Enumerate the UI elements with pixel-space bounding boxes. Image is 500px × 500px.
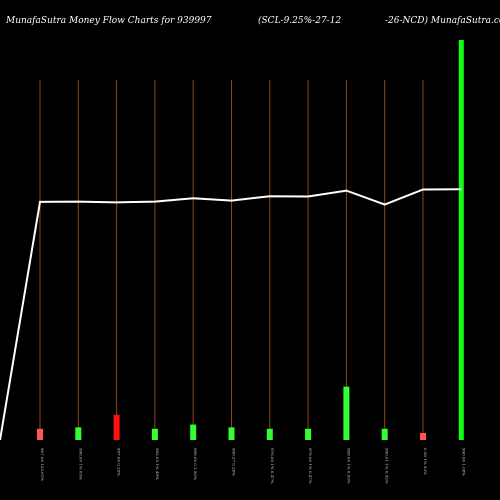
volume-bar bbox=[305, 428, 312, 440]
volume-bar bbox=[113, 414, 120, 440]
x-tick-label: 990.00 1.08% bbox=[461, 448, 466, 476]
x-tick-labels: 967.00 103.61% 998.00 1% 05% 997.00 0.25% 9… bbox=[40, 448, 466, 484]
volume-bar bbox=[420, 432, 426, 440]
x-tick-label: 998.00 0.1.90% bbox=[193, 448, 198, 480]
volume-bar bbox=[75, 427, 82, 440]
price-line-layer bbox=[0, 188, 462, 441]
chart-title-mid: (SCL-9.25%-27-12 bbox=[258, 15, 341, 26]
x-tick-label: 967.00 103.61% bbox=[40, 448, 45, 481]
price-line bbox=[0, 188, 462, 441]
x-tick-label: 996.27 0.26% bbox=[232, 448, 237, 476]
volume-bar bbox=[190, 424, 197, 440]
volume-bar bbox=[266, 428, 273, 440]
x-tick-label: 976.00 1% 0.47% bbox=[270, 448, 275, 484]
x-tick-label: 998.00 1% 05% bbox=[78, 448, 83, 480]
x-tick-label: 0.50 1% 53% bbox=[423, 448, 428, 475]
volume-bar bbox=[458, 40, 464, 440]
volume-bar bbox=[228, 427, 235, 440]
chart-title-left: MunafaSutra Money Flow Charts for 939997 bbox=[5, 16, 212, 26]
chart-title-right: -26-NCD) MunafaSutra.com bbox=[385, 15, 500, 26]
volume-bar bbox=[151, 428, 158, 440]
volume-bar bbox=[37, 428, 43, 440]
volume-bar bbox=[343, 386, 350, 440]
grid-lines bbox=[39, 80, 462, 440]
x-tick-label: 990.01 1% 0.42% bbox=[385, 448, 390, 484]
volume-bars bbox=[37, 40, 464, 440]
x-tick-label: 997.00 0.25% bbox=[117, 448, 122, 476]
x-tick-label: 978.00 1% 0.47% bbox=[308, 448, 313, 484]
x-tick-label: 999.00 1% 0.05% bbox=[346, 448, 351, 484]
x-tick-label: 993.05 1% 49% bbox=[155, 448, 160, 480]
volume-bar bbox=[381, 428, 388, 440]
